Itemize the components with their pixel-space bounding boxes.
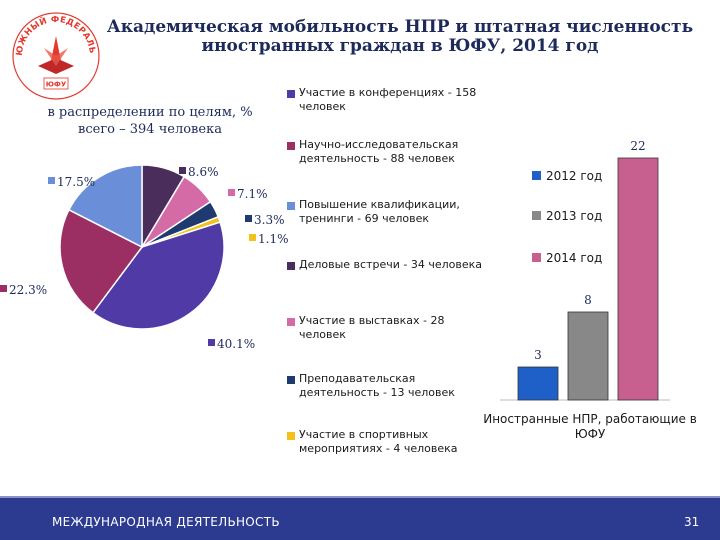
bar-legend-label: 2014 год (546, 251, 602, 265)
bar-legend-swatch (532, 211, 541, 220)
pie-label-swatch (228, 189, 235, 196)
pie-slice (59, 208, 144, 314)
pie-slice (91, 221, 225, 330)
legend-swatch (287, 262, 295, 270)
bar-legend-swatch (532, 171, 541, 180)
legend-label: Преподавательская деятельность - 13 чело… (299, 372, 455, 399)
legend-swatch (287, 90, 295, 98)
bar-value-label: 3 (534, 348, 542, 362)
pie-label-swatch (245, 215, 252, 222)
legend-swatch (287, 432, 295, 440)
pie-data-label: 8.6% (188, 165, 219, 179)
page-number: 31 (684, 515, 700, 529)
bar (517, 366, 559, 401)
pie-label-swatch (208, 339, 215, 346)
pie-data-label: 17.5% (57, 175, 95, 189)
pie-subtitle: в распределении по целям, % всего – 394 … (30, 104, 270, 138)
footer-section-title: МЕЖДУНАРОДНАЯ ДЕЯТЕЛЬНОСТЬ (52, 515, 280, 529)
pie-label-swatch (179, 167, 186, 174)
bar-value-label: 8 (584, 293, 592, 307)
pie-data-label: 3.3% (254, 213, 285, 227)
legend-label: Участие в спортивных мероприятиях - 4 че… (299, 428, 458, 455)
pie-label-swatch (48, 177, 55, 184)
pie-data-label: 1.1% (258, 232, 289, 246)
legend-label: Повышение квалификации, тренинги - 69 че… (299, 198, 460, 225)
pie-data-label: 40.1% (217, 337, 255, 351)
bar-legend-swatch (532, 253, 541, 262)
pie-data-label: 7.1% (237, 187, 268, 201)
pie-slice (67, 164, 143, 249)
page-title: Академическая мобильность НПР и штатная … (100, 18, 700, 56)
pie-chart: 8.6% 7.1% 3.3% 1.1% 40.1% 22.3% 17.5% (0, 164, 289, 351)
pie-label-swatch (249, 234, 256, 241)
legend-swatch (287, 318, 295, 326)
footer-divider (0, 496, 720, 498)
legend-label: Деловые встречи - 34 человека (299, 258, 483, 271)
legend-swatch (287, 142, 295, 150)
legend-label: Научно-исследовательская деятельность - … (299, 138, 459, 165)
title-line-2: иностранных граждан в ЮФУ, 2014 год (201, 36, 599, 56)
logo-star-icon (38, 36, 74, 74)
pie-subtitle-line-1: в распределении по целям, % (47, 105, 253, 120)
university-logo: ЮЖНЫЙ ФЕДЕРАЛЬНЫЙ УНИВЕРСИТЕТ ЮФУ (8, 6, 100, 100)
bar-value-label: 22 (630, 139, 645, 153)
bar (617, 157, 659, 401)
pie-label-swatch (0, 285, 7, 292)
legend-swatch (287, 202, 295, 210)
bar-chart: 3 8 22 2012 год 2013 год 2014 год (500, 139, 670, 401)
title-line-1: Академическая мобильность НПР и штатная … (106, 17, 694, 37)
bar-legend-label: 2012 год (546, 169, 602, 183)
pie-subtitle-line-2: всего – 394 человека (78, 122, 222, 137)
bar (567, 311, 609, 401)
bar-chart-caption: Иностранные НПР, работающие в ЮФУ (483, 412, 697, 441)
logo-badge: ЮФУ (46, 81, 67, 89)
bar-legend-label: 2013 год (546, 209, 602, 223)
legend-label: Участие в конференциях - 158 человек (299, 86, 477, 113)
legend-swatch (287, 376, 295, 384)
legend-label: Участие в выставках - 28 человек (299, 314, 445, 341)
pie-data-label: 22.3% (9, 283, 47, 297)
footer-bar (0, 498, 720, 540)
